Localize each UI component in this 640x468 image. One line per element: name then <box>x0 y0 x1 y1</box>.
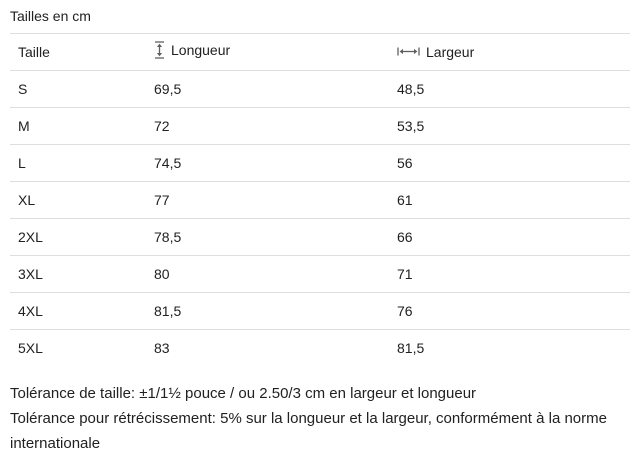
length-cell: 78,5 <box>154 218 397 256</box>
size-cell: S <box>10 70 154 108</box>
size-cell: 4XL <box>10 292 154 330</box>
length-cell: 81,5 <box>154 292 397 330</box>
size-cell: XL <box>10 181 154 219</box>
size-tolerance-note: Tolérance de taille: ±1/1½ pouce / ou 2.… <box>10 385 477 402</box>
size-cell: M <box>10 107 154 145</box>
column-header-width-label: Largeur <box>426 43 475 60</box>
size-cell: L <box>10 144 154 182</box>
length-cell: 72 <box>154 107 397 145</box>
width-cell: 61 <box>397 181 630 219</box>
column-header-length-label: Longueur <box>171 42 231 59</box>
table-row: 2XL 78,5 66 <box>10 218 630 256</box>
width-cell: 48,5 <box>397 70 630 108</box>
vertical-measure-icon <box>154 41 165 59</box>
width-cell: 56 <box>397 144 630 182</box>
width-cell: 71 <box>397 255 630 293</box>
width-cell: 53,5 <box>397 107 630 145</box>
length-cell: 83 <box>154 339 170 356</box>
size-cell: 2XL <box>10 218 154 256</box>
length-cell: 80 <box>154 255 397 293</box>
size-cell: 3XL <box>10 255 154 293</box>
table-row: L 74,5 56 <box>10 144 630 182</box>
width-cell: 81,5 <box>397 339 425 356</box>
size-cell: 5XL <box>18 339 43 356</box>
table-row: XL 77 61 <box>10 181 630 219</box>
length-cell: 69,5 <box>154 70 397 108</box>
table-row: M 72 53,5 <box>10 107 630 145</box>
length-cell: 74,5 <box>154 144 397 182</box>
width-cell: 76 <box>397 292 630 330</box>
table-row: S 69,5 48,5 <box>10 70 630 108</box>
width-cell: 66 <box>397 218 630 256</box>
column-header-length: Longueur <box>154 34 397 71</box>
table-row: 3XL 80 71 <box>10 255 630 293</box>
size-table: Taille <box>10 34 630 366</box>
column-header-size: Taille <box>10 34 154 71</box>
table-row: 4XL 81,5 76 <box>10 292 630 330</box>
size-chart-title: Tailles en cm <box>10 8 630 34</box>
size-chart-section: Tailles en cm Taille <box>10 8 630 366</box>
tolerance-footnotes: Tolérance de taille: ±1/1½ pouce / ou 2.… <box>0 381 640 456</box>
horizontal-measure-icon <box>397 46 420 57</box>
table-row: 5XL 83 81,5 <box>10 329 630 366</box>
length-cell: 77 <box>154 181 397 219</box>
table-header-row: Taille <box>10 34 630 71</box>
column-header-width: Largeur <box>397 34 630 71</box>
shrinkage-tolerance-note: Tolérance pour rétrécissement: 5% sur la… <box>10 410 607 452</box>
